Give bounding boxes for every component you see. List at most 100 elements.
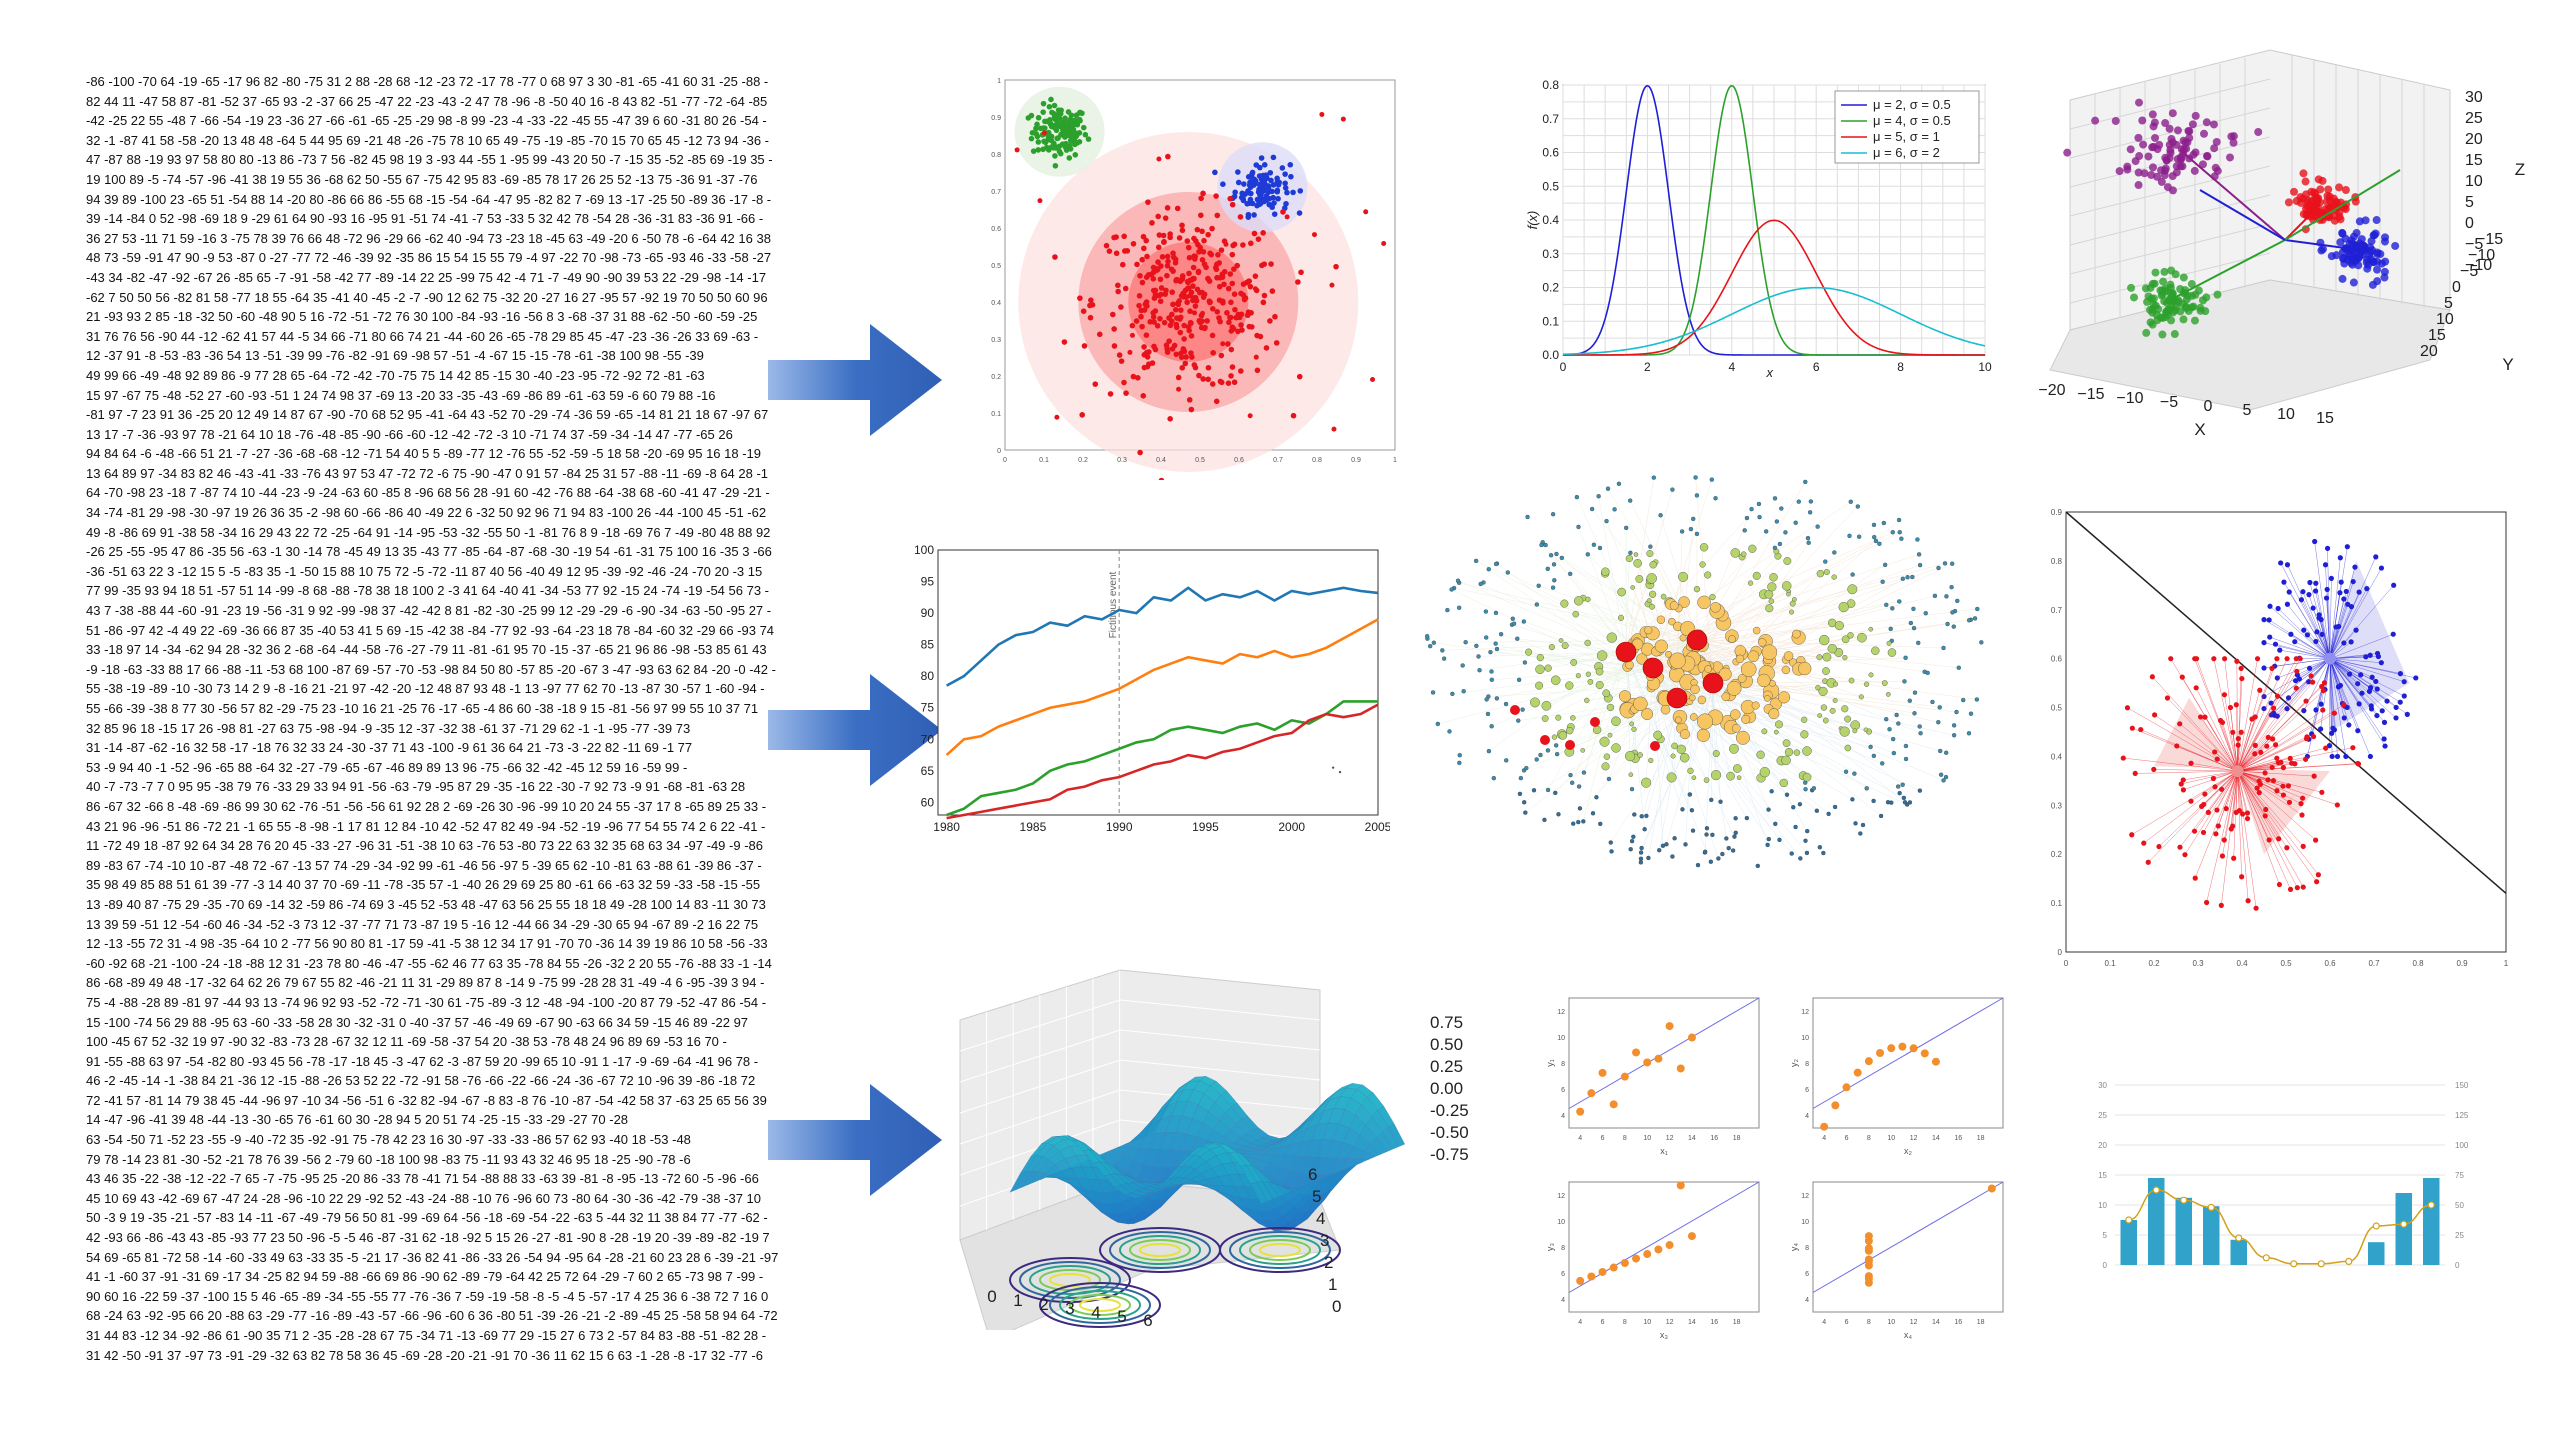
network-node	[1832, 804, 1838, 810]
y-axis-label: y₃	[1545, 1243, 1555, 1252]
network-node	[1577, 806, 1583, 811]
fan-line	[2329, 658, 2382, 663]
data-point	[1187, 308, 1193, 315]
network-node	[1863, 681, 1870, 687]
network-node	[1766, 807, 1771, 812]
data-point	[1170, 254, 1177, 261]
fan-line	[2152, 676, 2238, 772]
data-point	[1296, 210, 1303, 216]
data-point	[2310, 679, 2316, 685]
data-point	[2138, 726, 2144, 733]
text-line: 12 -37 91 -8 -53 -83 -36 54 13 -51 -39 9…	[86, 348, 704, 364]
edge	[1457, 580, 1627, 653]
data-point	[1033, 125, 1039, 132]
data-point	[1172, 260, 1179, 266]
fan-line	[2237, 704, 2344, 772]
network-node	[1441, 656, 1447, 661]
network-node	[1779, 506, 1784, 511]
data-point	[2149, 142, 2158, 151]
data-point	[2140, 169, 2149, 178]
data-point	[1261, 162, 1268, 168]
text-line: 64 -70 -98 23 -18 7 -87 74 10 -44 -23 -9…	[86, 485, 770, 501]
data-point	[1057, 150, 1064, 157]
data-point	[1151, 319, 1157, 325]
data-point	[1270, 154, 1277, 161]
x-tick-label: 0.3	[2192, 959, 2204, 968]
fan-line	[2200, 716, 2238, 772]
data-point	[2264, 743, 2270, 749]
data-point	[1217, 274, 1223, 281]
x-tick-label: −5	[2160, 394, 2178, 411]
network-node	[1591, 542, 1597, 547]
data-point	[1632, 1048, 1641, 1057]
data-point	[2190, 316, 2199, 325]
data-point	[1201, 291, 1208, 298]
data-point	[1061, 339, 1068, 345]
network-node	[1660, 593, 1667, 600]
network-node	[1440, 648, 1445, 653]
data-point	[2372, 216, 2381, 225]
y-tick-label: −10	[2468, 247, 2495, 264]
y-tick-label: 0.4	[1542, 213, 1559, 227]
y-tick-label: 0.8	[991, 152, 1001, 159]
fan-line	[2237, 737, 2269, 772]
data-point	[1173, 351, 1180, 358]
network-node	[1880, 579, 1885, 584]
network-node	[1703, 777, 1710, 783]
data-point	[2322, 562, 2329, 568]
fan-line	[2263, 658, 2331, 709]
text-line: 46 -2 -45 -14 -1 -38 84 21 -36 12 -15 -8…	[86, 1073, 756, 1089]
network-node	[1932, 593, 1938, 599]
network-node	[1791, 805, 1796, 810]
network-node	[1899, 536, 1904, 541]
data-point	[2129, 832, 2135, 838]
data-point	[1087, 314, 1094, 321]
network-node	[1857, 632, 1867, 643]
data-point	[1155, 259, 1161, 265]
data-point	[1141, 344, 1147, 350]
data-point	[1171, 342, 1178, 349]
data-point	[1247, 196, 1254, 203]
network-node	[1646, 598, 1652, 604]
data-point	[1037, 125, 1044, 132]
network-node	[1632, 812, 1637, 817]
legend: μ = 2, σ = 0.5μ = 4, σ = 0.5μ = 5, σ = 1…	[1834, 90, 1980, 164]
hub-node	[1510, 705, 1520, 715]
network-node	[1850, 572, 1855, 577]
x-tick-label: −20	[2038, 382, 2065, 399]
network-node	[1852, 728, 1858, 734]
data-point	[2284, 706, 2290, 712]
data-point	[1155, 213, 1161, 220]
x-tick-label: 5	[2243, 402, 2252, 419]
network-node	[1477, 668, 1482, 673]
data-point	[1212, 169, 1218, 176]
network-node	[1638, 856, 1644, 861]
fan-line	[2237, 770, 2315, 777]
trend-point	[2125, 1216, 2133, 1224]
fan-line	[2237, 696, 2278, 772]
edge	[1610, 682, 1714, 843]
edge	[1569, 651, 1627, 731]
network-node	[1816, 569, 1825, 578]
network-node	[1649, 590, 1657, 598]
contour-line	[1139, 1243, 1181, 1257]
data-point	[2179, 674, 2185, 680]
text-line: 75 -4 -88 -28 89 -81 97 -44 93 13 -74 96…	[86, 994, 767, 1010]
network-node	[1699, 561, 1706, 568]
network-node	[1881, 680, 1888, 686]
y2-tick-label: 125	[2455, 1111, 2469, 1120]
network-node	[1872, 534, 1877, 540]
y-tick-label: 0.6	[2051, 655, 2063, 664]
x-tick-label: 2	[1039, 1295, 1048, 1314]
data-point	[1213, 398, 1220, 405]
edge	[1488, 568, 1678, 699]
data-point	[2200, 129, 2209, 138]
data-point	[1587, 1089, 1596, 1098]
fan-line	[2237, 712, 2335, 772]
hub-node	[1565, 740, 1575, 750]
data-point	[1053, 115, 1060, 122]
data-point	[1230, 326, 1237, 332]
x-tick-label: 12	[1910, 1135, 1918, 1142]
data-point	[1219, 298, 1226, 305]
text-line: -86 -100 -70 64 -19 -65 -17 96 82 -80 -7…	[86, 74, 769, 89]
